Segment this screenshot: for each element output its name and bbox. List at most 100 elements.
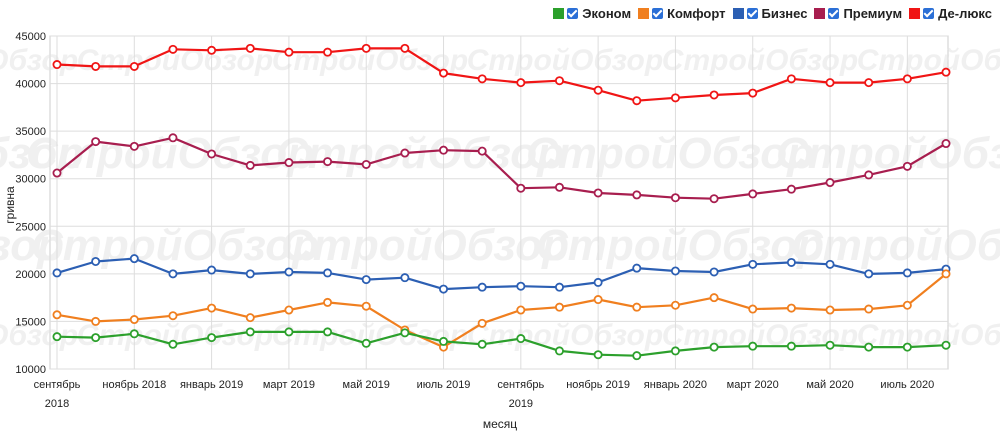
data-point [477, 339, 487, 349]
data-point [323, 47, 333, 57]
x-tick-label: сентябрь [497, 379, 544, 391]
data-point [52, 310, 62, 320]
data-point [245, 43, 255, 53]
legend-label-comfort: Комфорт [667, 6, 726, 21]
data-point [709, 194, 719, 204]
watermark-text: СтройОбзор [0, 44, 78, 77]
data-point [439, 68, 449, 78]
data-point [284, 267, 294, 277]
data-point [323, 268, 333, 278]
legend-item-deluxe[interactable]: Де-люкс [909, 6, 992, 21]
data-point [477, 74, 487, 84]
data-point [207, 45, 217, 55]
data-point [632, 96, 642, 106]
checkbox-icon[interactable] [652, 8, 664, 19]
legend-item-business[interactable]: Бизнес [732, 6, 808, 21]
data-point [516, 334, 526, 344]
checkbox-icon[interactable] [923, 8, 935, 19]
series-2 [52, 254, 951, 294]
data-point [400, 273, 410, 283]
watermark-text: СтройОбзор [0, 221, 64, 270]
series-0 [52, 43, 951, 106]
data-point [168, 311, 178, 321]
data-point [670, 346, 680, 356]
checkbox-icon[interactable] [746, 8, 758, 19]
data-point [825, 259, 835, 269]
data-point [709, 90, 719, 100]
data-point [632, 190, 642, 200]
data-point [516, 305, 526, 315]
y-tick-label: 15000 [15, 316, 46, 328]
data-point [439, 336, 449, 346]
watermark-text: СтройОбзор [0, 129, 84, 178]
series-line [56, 257, 947, 291]
data-point [632, 263, 642, 273]
data-point [941, 139, 951, 149]
watermark-text: СтройОбзор [31, 221, 319, 270]
watermark-text: СтройОбзор [526, 129, 814, 178]
data-point [786, 257, 796, 267]
data-point [748, 341, 758, 351]
watermark-group: СтройОбзорСтройОбзорСтройОбзорСтройОбзор… [0, 44, 1000, 352]
data-point [670, 266, 680, 276]
x-tick-label: ноябрь 2019 [566, 379, 630, 391]
x-axis-title: месяц [483, 417, 517, 431]
data-point [361, 301, 371, 311]
legend-label-business: Бизнес [761, 6, 808, 21]
data-point [825, 340, 835, 350]
data-point [670, 193, 680, 203]
legend-swatch-premium [814, 8, 826, 19]
legend: Эконом Комфорт Бизнес Премиум Де-люкс [546, 6, 992, 21]
data-point [129, 61, 139, 71]
data-point [864, 170, 874, 180]
legend-item-premium[interactable]: Премиум [814, 6, 902, 21]
data-point [902, 268, 912, 278]
y-tick-label: 20000 [15, 269, 46, 281]
watermark-text: СтройОбзор [0, 319, 78, 352]
data-point [245, 160, 255, 170]
data-point [129, 315, 139, 325]
legend-item-comfort[interactable]: Комфорт [638, 6, 726, 21]
data-point [709, 267, 719, 277]
legend-swatch-econom [553, 8, 565, 19]
legend-swatch-business [732, 8, 744, 19]
series-line [56, 136, 947, 200]
data-point [91, 333, 101, 343]
data-point [91, 137, 101, 147]
y-tick-label: 40000 [15, 79, 46, 91]
data-point [748, 189, 758, 199]
watermark-text: СтройОбзор [281, 221, 569, 270]
data-point [554, 302, 564, 312]
data-point [361, 43, 371, 53]
data-point [670, 300, 680, 310]
data-point [52, 332, 62, 342]
checkbox-icon[interactable] [567, 8, 579, 19]
data-point [825, 305, 835, 315]
data-point [439, 284, 449, 294]
data-point [748, 304, 758, 314]
data-point [129, 329, 139, 339]
data-point [91, 256, 101, 266]
data-point [554, 346, 564, 356]
legend-item-econom[interactable]: Эконом [553, 6, 631, 21]
data-point [284, 305, 294, 315]
data-point [941, 340, 951, 350]
x-tick-label: 2019 [509, 398, 533, 410]
x-tick-label: 2018 [45, 398, 69, 410]
watermark-text: СтройОбзор [791, 221, 1000, 270]
data-point [91, 316, 101, 326]
data-point [207, 265, 217, 275]
data-point [864, 304, 874, 314]
data-point [245, 313, 255, 323]
data-point [902, 342, 912, 352]
data-point [439, 145, 449, 155]
checkbox-icon[interactable] [828, 8, 840, 19]
data-point [786, 341, 796, 351]
data-point [709, 342, 719, 352]
data-point [52, 168, 62, 178]
data-point [516, 281, 526, 291]
data-point [516, 78, 526, 88]
y-tick-label: 35000 [15, 126, 46, 138]
data-point [593, 295, 603, 305]
